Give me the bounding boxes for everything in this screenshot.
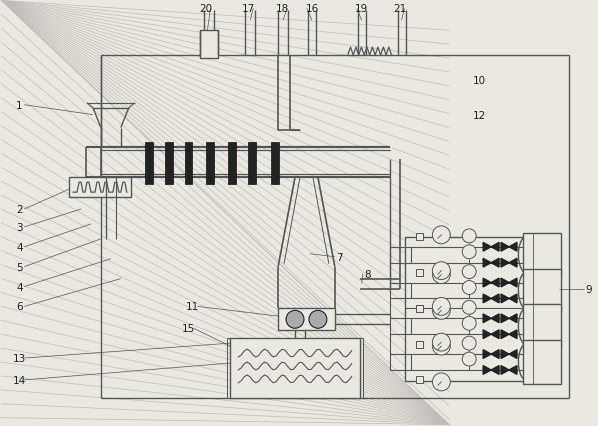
Bar — [200, 31, 218, 59]
Bar — [416, 270, 423, 276]
Bar — [228, 143, 236, 185]
Bar — [271, 143, 279, 185]
Polygon shape — [483, 330, 491, 339]
Polygon shape — [483, 243, 491, 252]
Polygon shape — [501, 294, 509, 303]
Polygon shape — [483, 350, 491, 359]
Text: 12: 12 — [472, 110, 486, 121]
Text: 16: 16 — [306, 4, 319, 14]
Polygon shape — [491, 279, 499, 287]
Circle shape — [309, 311, 327, 328]
Circle shape — [432, 334, 450, 351]
Polygon shape — [491, 259, 499, 268]
Polygon shape — [501, 314, 509, 323]
Text: 2: 2 — [16, 204, 23, 215]
Bar — [416, 341, 423, 348]
Text: 5: 5 — [16, 262, 23, 272]
Polygon shape — [501, 366, 509, 374]
Polygon shape — [483, 314, 491, 323]
Bar — [523, 269, 561, 313]
Text: 18: 18 — [276, 4, 289, 14]
Circle shape — [432, 302, 450, 320]
Polygon shape — [509, 350, 517, 359]
Text: 15: 15 — [182, 323, 195, 334]
Polygon shape — [509, 259, 517, 268]
Bar — [248, 143, 256, 185]
Circle shape — [462, 337, 476, 350]
Circle shape — [432, 373, 450, 391]
Polygon shape — [491, 330, 499, 339]
Bar — [227, 338, 363, 398]
Circle shape — [462, 317, 476, 331]
Bar — [230, 338, 360, 398]
Text: 8: 8 — [364, 269, 371, 279]
Text: 6: 6 — [16, 302, 23, 312]
Text: 20: 20 — [199, 4, 212, 14]
Polygon shape — [501, 279, 509, 287]
Text: 4: 4 — [16, 242, 23, 252]
Polygon shape — [491, 314, 499, 323]
Bar — [416, 341, 423, 348]
Polygon shape — [483, 259, 491, 268]
Polygon shape — [491, 350, 499, 359]
Circle shape — [432, 337, 450, 355]
Text: 7: 7 — [337, 252, 343, 262]
Circle shape — [462, 301, 476, 314]
Circle shape — [462, 281, 476, 295]
Bar — [404, 237, 559, 381]
Text: 13: 13 — [13, 353, 26, 363]
Polygon shape — [509, 366, 517, 374]
Bar — [69, 178, 131, 198]
Polygon shape — [501, 350, 509, 359]
Bar — [145, 143, 152, 185]
Text: 3: 3 — [16, 222, 23, 232]
Bar — [523, 233, 561, 277]
Polygon shape — [509, 294, 517, 303]
Text: 17: 17 — [242, 4, 255, 14]
Bar — [278, 309, 335, 331]
Bar — [416, 305, 423, 312]
Text: 11: 11 — [186, 302, 199, 312]
Text: 4: 4 — [16, 282, 23, 292]
Circle shape — [462, 245, 476, 259]
Polygon shape — [509, 330, 517, 339]
Polygon shape — [483, 366, 491, 374]
Bar — [185, 143, 193, 185]
Polygon shape — [491, 294, 499, 303]
Circle shape — [432, 226, 450, 244]
Text: 19: 19 — [355, 4, 368, 14]
Circle shape — [462, 352, 476, 366]
Polygon shape — [501, 259, 509, 268]
Text: 1: 1 — [16, 101, 23, 110]
Circle shape — [432, 262, 450, 280]
Polygon shape — [501, 330, 509, 339]
Circle shape — [462, 229, 476, 243]
Circle shape — [286, 311, 304, 328]
Polygon shape — [483, 294, 491, 303]
Polygon shape — [509, 279, 517, 287]
Circle shape — [432, 298, 450, 316]
Bar — [416, 377, 423, 383]
Bar — [416, 270, 423, 276]
Text: 21: 21 — [393, 4, 406, 14]
Bar — [416, 305, 423, 312]
Polygon shape — [483, 279, 491, 287]
Polygon shape — [509, 314, 517, 323]
Polygon shape — [509, 243, 517, 252]
Polygon shape — [491, 366, 499, 374]
Bar — [523, 305, 561, 348]
Bar — [416, 234, 423, 241]
Circle shape — [462, 265, 476, 279]
Text: 9: 9 — [585, 284, 592, 294]
Circle shape — [432, 266, 450, 284]
Text: 14: 14 — [13, 375, 26, 385]
Bar — [206, 143, 215, 185]
Bar — [164, 143, 173, 185]
Polygon shape — [501, 243, 509, 252]
Text: 10: 10 — [472, 76, 486, 86]
Polygon shape — [491, 243, 499, 252]
Bar — [523, 340, 561, 384]
